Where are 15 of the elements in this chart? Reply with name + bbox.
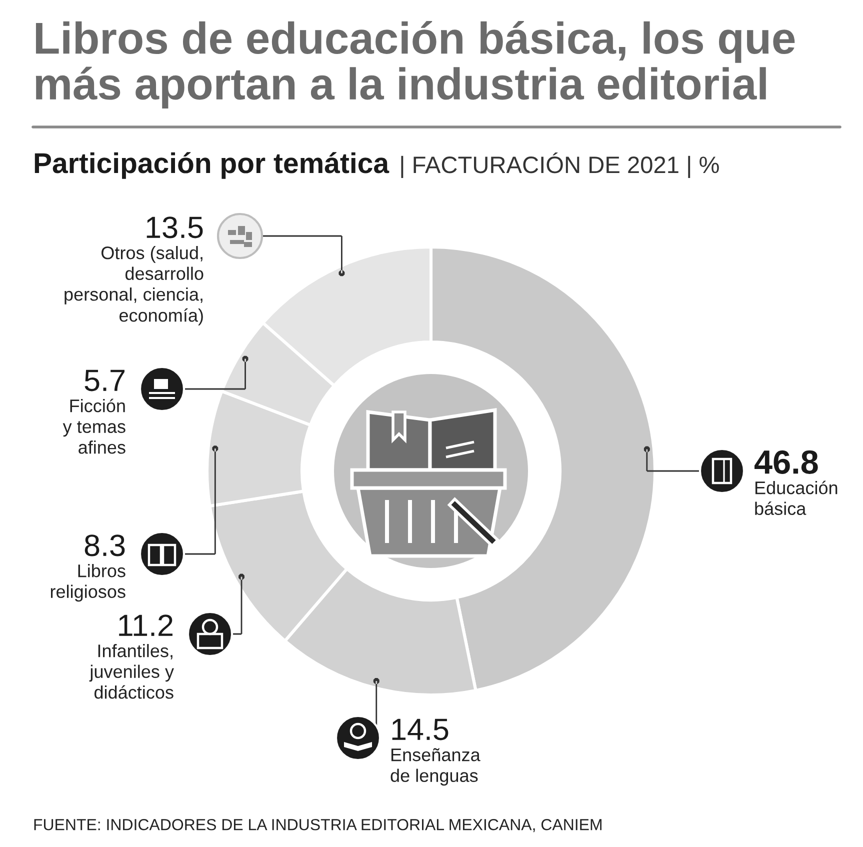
chart-subtitle: Participación por temática | FACTURACIÓN DE 2021 | %	[34, 152, 719, 179]
data-label: 11.2	[119, 614, 172, 636]
chart-title: Libros de educación básica, los que más aportan a la industria editorial	[36, 21, 795, 109]
data-label: 14.5	[392, 718, 448, 740]
data-label: 5.7	[84, 370, 124, 392]
source-note: FUENTE: INDICADORES DE LA INDUSTRIA EDITORIAL MEXICANA, CANIEM	[34, 818, 602, 832]
data-label: 13.5	[146, 216, 203, 238]
slice-label: Educación básica	[755, 480, 838, 516]
slice-label: Otros (salud, desarrollo personal, ciencia, economía)	[64, 246, 204, 326]
slice-label: Enseñanza de lenguas	[390, 748, 480, 786]
slice-label: Infantiles, juveniles y didácticos	[89, 644, 174, 699]
slice-label: Libros religiosos	[50, 564, 126, 602]
slice-label: Ficción y temas afines	[62, 398, 126, 454]
data-label: 8.3	[84, 534, 125, 556]
data-label: 46.8	[754, 450, 818, 474]
